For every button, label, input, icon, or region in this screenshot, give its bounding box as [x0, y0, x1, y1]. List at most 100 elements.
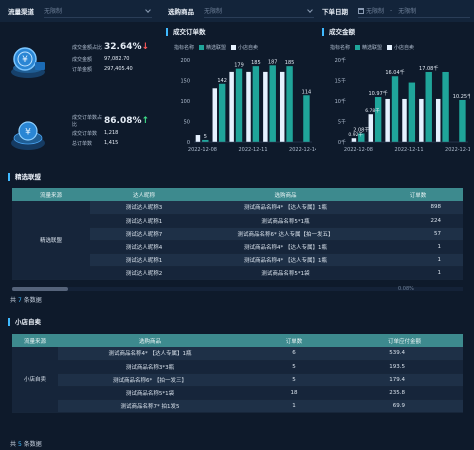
- orders-chart-panel: 成交订单数 指标名称 精选联盟 小店自卖 0 50 100 150 200 5 142 179…: [166, 24, 316, 156]
- bar-alt: [402, 98, 407, 142]
- table-row[interactable]: 测试商品名称7* 拍1发5 1 69.9: [12, 399, 463, 413]
- bar-alt: [229, 71, 234, 142]
- y-tick-label: 150: [180, 79, 190, 85]
- amount-chart-legend: 指标名称 精选联盟 小店自卖: [330, 44, 414, 51]
- coin-stack-icon: ¥: [11, 47, 45, 78]
- table-cell: 1: [373, 253, 463, 267]
- y-tick-label: 100: [180, 99, 190, 105]
- filter-product-select[interactable]: 无限制: [204, 4, 314, 18]
- column-header[interactable]: 流量来源: [12, 334, 58, 347]
- data-label: 142: [217, 78, 227, 84]
- data-label: 185: [285, 60, 295, 66]
- legend-swatch: [387, 45, 393, 50]
- table-cell: 测试商品名称7* 拍1发5: [58, 399, 242, 413]
- section-title-affiliate: 精选联盟: [8, 173, 41, 181]
- table-row[interactable]: 测试达人昵称1 测试商品名称4* 【达人专属】1瓶 1: [12, 253, 463, 267]
- table-cell: 测试达人昵称1: [90, 253, 198, 267]
- column-header[interactable]: 选购商品: [198, 188, 373, 201]
- bar-main: [374, 97, 382, 142]
- bar-main: [358, 133, 365, 142]
- bar-alt: [419, 98, 424, 142]
- filter-date[interactable]: 下单日期 无限制 - 无限制: [322, 0, 470, 22]
- data-label: 10.97千: [368, 90, 387, 97]
- column-header[interactable]: 订单数: [373, 188, 463, 201]
- bar-main: [218, 83, 226, 142]
- filter-date-range[interactable]: 无限制 - 无限制: [358, 4, 470, 18]
- table-cell: 测试商品名称3*3瓶: [58, 360, 242, 374]
- filter-date-end: 无限制: [398, 8, 417, 15]
- table-row[interactable]: 测试达人昵称7 测试商品名称6* 达人专属【拍一发五】 57: [12, 227, 463, 241]
- table-row[interactable]: 测试商品名称3*3瓶 5 193.5: [12, 360, 463, 374]
- kpi-total-orders-label: 总订单数: [72, 140, 93, 147]
- bar-main: [408, 82, 416, 142]
- y-tick-label: 10千: [335, 98, 346, 105]
- table-cell: 测试商品名称5*1袋: [198, 266, 373, 280]
- y-tick-label: 0: [187, 140, 190, 146]
- data-label: 5: [204, 134, 207, 140]
- table-cell: 测试商品名称6* 达人专属【拍一发五】: [198, 227, 373, 241]
- filter-channel[interactable]: 流量渠道 无限制: [8, 0, 152, 22]
- affiliate-table-footer: 共 7 条数据: [10, 295, 42, 304]
- orders-chart-title: 成交订单数: [166, 28, 206, 36]
- scroll-percent: 0.08%: [398, 286, 414, 292]
- legend-item: 精选联盟: [362, 45, 383, 51]
- table-cell: 测试商品名称4* 【达人专属】1瓶: [58, 347, 242, 361]
- column-header[interactable]: 达人昵称: [90, 188, 198, 201]
- column-header[interactable]: 订单数: [242, 334, 346, 347]
- data-label: 17.08千: [419, 65, 438, 72]
- table-cell: 235.8: [346, 386, 463, 400]
- column-header[interactable]: 订单应付金额: [346, 334, 463, 347]
- bar-main: [425, 71, 432, 142]
- table-row[interactable]: 测试商品名称5*1袋 18 235.8: [12, 386, 463, 400]
- bar-alt: [368, 114, 374, 142]
- x-tick-label: 2022-12-08: [188, 147, 217, 153]
- table-cell: 测试达人昵称3: [90, 201, 198, 215]
- table-cell: 193.5: [346, 360, 463, 374]
- table-cell: 18: [242, 386, 346, 400]
- bar-alt: [279, 71, 285, 142]
- table-row[interactable]: 测试达人昵称4 测试商品名称4* 【达人专属】1瓶 1: [12, 240, 463, 254]
- bar-main: [286, 66, 293, 142]
- table-cell: 测试达人昵称1: [90, 214, 198, 228]
- scrollbar-thumb[interactable]: [12, 287, 68, 291]
- kpi-deal-orders-label: 成交订单数: [72, 130, 98, 137]
- table-row[interactable]: 精选联盟 测试达人昵称3 测试商品名称4* 【达人专属】1瓶 898: [12, 201, 463, 280]
- table-row[interactable]: 测试达人昵称2 测试商品名称5*1袋 1: [12, 266, 463, 280]
- chevron-down-icon: [307, 6, 313, 13]
- table-cell: 测试商品名称6* 【拍一发三】: [58, 373, 242, 387]
- data-label: 187: [268, 59, 278, 65]
- filter-product[interactable]: 选购商品 无限制: [168, 0, 314, 22]
- data-label-alt: 6.78千: [365, 107, 380, 114]
- filter-channel-value: 无限制: [44, 8, 63, 15]
- column-header[interactable]: 选购商品: [58, 334, 242, 347]
- kpi-amount-ratio-label: 成交金额占比: [72, 44, 103, 51]
- x-tick-label: 2022-12-11: [238, 147, 267, 153]
- column-header[interactable]: 流量来源: [12, 188, 90, 201]
- table-cell: 测试达人昵称4: [90, 240, 198, 254]
- x-tick-label: 2022-12-08: [344, 147, 373, 153]
- filter-date-sep: -: [390, 7, 393, 14]
- x-tick-label: 2022-12-14: [445, 147, 470, 153]
- kpi-total-orders-value: 1,415: [104, 140, 119, 146]
- filter-channel-select[interactable]: 无限制: [44, 4, 152, 18]
- filter-date-label: 下单日期: [322, 8, 348, 16]
- table-row[interactable]: 测试商品名称6* 【拍一发三】 5 179.4: [12, 373, 463, 387]
- footer-prefix: 共: [10, 441, 17, 448]
- orders-chart-legend: 指标名称 精选联盟 小店自卖: [174, 44, 258, 51]
- table-row[interactable]: 小店自卖 测试商品名称4* 【达人专属】1瓶 6 539.4: [12, 347, 463, 413]
- section-title-store: 小店自卖: [8, 318, 41, 326]
- data-label: 114: [302, 89, 312, 95]
- data-label: 179: [234, 63, 244, 69]
- table-row[interactable]: 测试达人昵称1 测试商品名称5*1瓶 224: [12, 214, 463, 228]
- table-cell: 测试商品名称5*1袋: [58, 386, 242, 400]
- horizontal-scrollbar[interactable]: [12, 287, 463, 291]
- table-cell: 5: [242, 373, 346, 387]
- table-cell: 179.4: [346, 373, 463, 387]
- kpi-orders-panel: ¥ 成交订单数占比 86.08% ↑ 成交订单数 1,218 总订单数 1,41…: [0, 108, 160, 166]
- data-label: 185: [251, 60, 261, 66]
- table-cell: 1: [373, 240, 463, 254]
- table-cell: 57: [373, 227, 463, 241]
- data-label: 10.25千: [453, 93, 470, 100]
- legend-label: 指标名称: [174, 45, 195, 51]
- y-tick-label: 15千: [335, 78, 346, 85]
